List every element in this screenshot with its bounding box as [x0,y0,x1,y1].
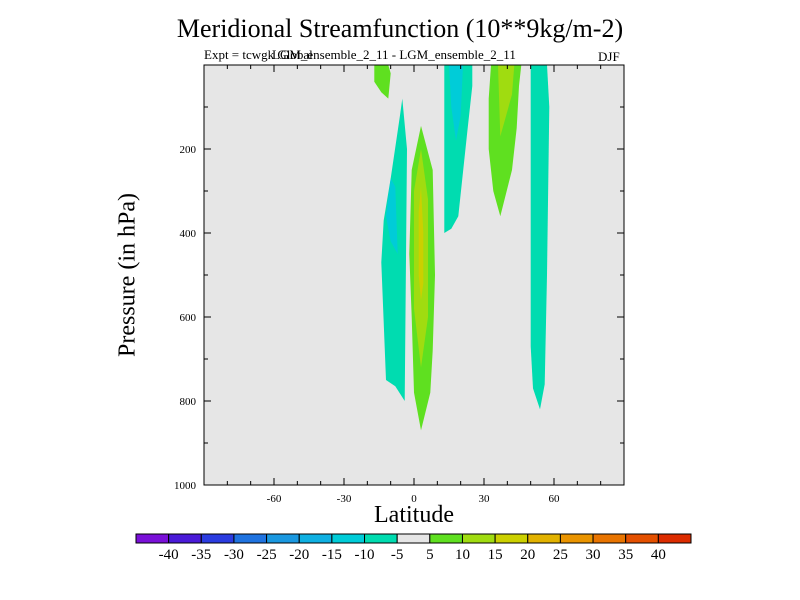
season-label: DJF [598,49,620,64]
colorbar-label: 5 [426,547,434,563]
colorbar-label: -10 [355,547,375,563]
y-tick-label: 800 [180,396,197,408]
colorbar-label: -35 [191,547,211,563]
colorbar-swatch [657,533,692,544]
colorbar-label: 20 [520,547,535,563]
contour-band-sh-negative-core [386,178,398,254]
colorbar-swatch [364,533,398,544]
colorbar-label: 35 [618,547,633,563]
x-tick-label: 30 [479,493,491,505]
colorbar-label: -40 [159,547,179,563]
colorbar-swatch [461,533,496,544]
contour-band-nh-midlatitude-negative [530,65,550,410]
colorbar-swatch [396,533,431,544]
contour-band-nh-subtropical-outer [374,65,391,99]
colorbar-label: 30 [586,547,601,563]
colorbar-swatch [168,533,202,544]
colorbar-swatch [233,533,268,544]
x-tick-label: 60 [549,493,561,505]
chart-title: Meridional Streamfunction (10**9kg/m-2) [176,14,624,43]
colorbar-swatch [592,533,627,544]
y-tick-label: 600 [180,312,197,324]
colorbar-label: -25 [257,547,277,563]
x-tick-label: -60 [267,493,282,505]
contour-band-nh-subtropical-positive [488,65,522,217]
colorbar-label: 40 [651,547,666,563]
colorbar: -40 -35 -30 -25 -20 -15 -10 -5 5 10 15 20 25 30 35 40 [135,533,692,563]
colorbar-label: 10 [455,547,470,563]
colorbar-swatch [331,533,366,544]
colorbar-label: -20 [289,547,309,563]
axes: -60 -30 0 30 60 200 400 600 800 1000 [174,65,624,505]
contour-band-sh-negative [381,98,407,401]
colorbar-label: 25 [553,547,568,563]
x-tick-label: 0 [411,493,417,505]
x-axis-label: Latitude [374,502,454,528]
y-tick-label: 200 [180,144,197,156]
colorbar-label: -5 [391,547,404,563]
colorbar-swatch [298,533,333,544]
colorbar-label: -30 [224,547,244,563]
colorbar-swatch [200,533,235,544]
colorbar-swatch [559,533,594,544]
colorbar-swatch [494,533,529,544]
colorbar-swatch [527,533,561,544]
x-tick-label: -30 [337,493,352,505]
y-tick-label: 1000 [174,480,197,492]
contour-band-nh-subtropical-positive-core [498,65,515,137]
comparison-label: LGM_ensemble_2_11 - LGM_ensemble_2_11 [272,47,516,62]
colorbar-swatch [135,533,170,544]
contour-regions [374,65,550,431]
y-tick-label: 400 [180,228,197,240]
experiment-label: Expt = tcwgk Global [204,47,313,62]
colorbar-label: 15 [488,547,503,563]
colorbar-swatch [625,533,659,544]
colorbar-label: -15 [322,547,342,563]
colorbar-swatch [429,533,463,544]
colorbar-swatch [266,533,300,544]
contour-band-equatorial-positive-inner [418,186,424,301]
contour-band-nh-negative-core [449,65,463,141]
